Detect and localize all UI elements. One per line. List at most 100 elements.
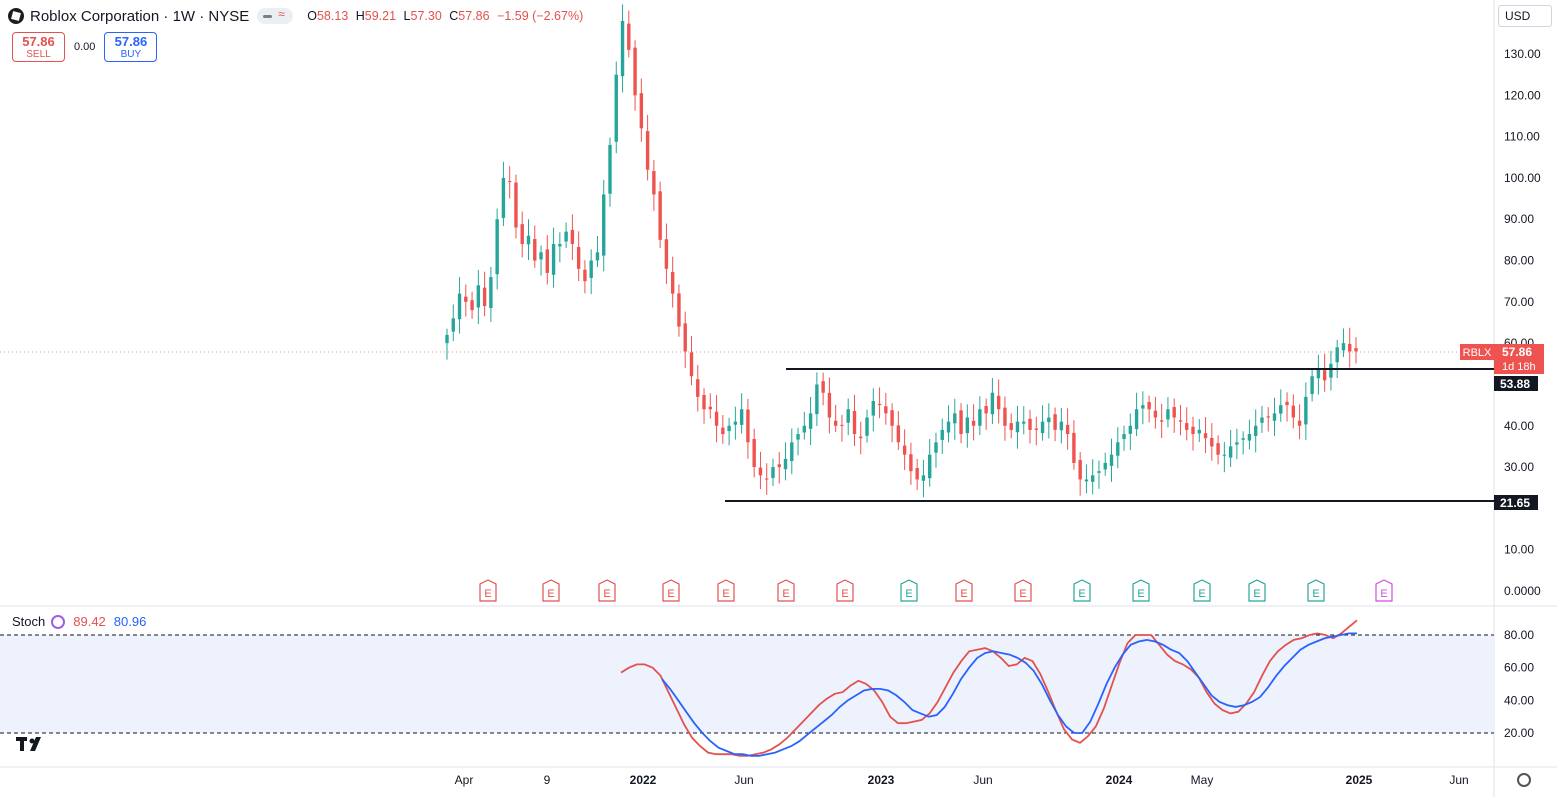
candle-body [902, 445, 907, 455]
spread-value: 0.00 [74, 41, 96, 53]
candle-body [1147, 401, 1151, 410]
candle-body [959, 410, 963, 435]
candle-body [677, 293, 681, 327]
earnings-marker-shape [836, 579, 854, 602]
earnings-marker[interactable]: E [836, 579, 854, 602]
earnings-marker-shape [662, 579, 680, 602]
earnings-marker[interactable]: E [479, 579, 497, 602]
earnings-marker[interactable]: E [1073, 579, 1091, 602]
time-axis-label: May [1191, 773, 1214, 787]
candle-body [664, 239, 669, 269]
earnings-marker[interactable]: E [1375, 579, 1393, 602]
minus-icon [263, 15, 273, 18]
sell-button[interactable]: 57.86 SELL [12, 32, 65, 62]
candle-body [1253, 425, 1258, 436]
candle-body [928, 454, 932, 479]
candle-body [990, 392, 995, 415]
candle-body [1247, 434, 1252, 441]
earnings-marker-letter: E [782, 588, 789, 600]
candle-body [1285, 401, 1289, 406]
roblox-logo-icon [8, 8, 24, 24]
time-axis-label: Jun [973, 773, 992, 787]
candle-body [1322, 370, 1327, 381]
candle-body [539, 252, 543, 260]
candle-body [752, 438, 756, 468]
price-tag-price: 57.86 [1502, 345, 1532, 359]
candle-body [859, 436, 863, 439]
stoch-axis: 80.00 60.00 40.00 20.00 [1504, 628, 1534, 740]
candle-body [1059, 421, 1064, 431]
candle-body [627, 23, 631, 50]
price-axis-label: 80.00 [1504, 254, 1534, 268]
candle-body [1009, 423, 1013, 430]
market-status-pill[interactable]: ≈ [257, 7, 294, 24]
earnings-marker[interactable]: E [777, 579, 795, 602]
refresh-icon[interactable] [51, 614, 66, 629]
earnings-marker[interactable]: E [955, 579, 973, 602]
earnings-marker[interactable]: E [1248, 579, 1266, 602]
earnings-marker[interactable]: E [900, 579, 918, 602]
support-tag-text: 21.65 [1500, 496, 1530, 510]
candle-body [1279, 405, 1283, 414]
candle-body [1304, 396, 1308, 425]
candle-body [470, 300, 474, 311]
candle-body [1091, 475, 1095, 482]
candle-body [714, 411, 719, 426]
candle-body [1015, 421, 1020, 433]
time-axis: Apr 9 2022 Jun 2023 Jun 2024 May 2025 Jun [455, 773, 1469, 787]
candle-body [802, 425, 807, 433]
candle-body [507, 181, 512, 183]
earnings-marker-shape [1248, 579, 1266, 602]
earnings-marker[interactable]: E [598, 579, 616, 602]
candle-body [1116, 442, 1120, 456]
stoch-title[interactable]: Stoch [12, 614, 46, 629]
ohlc-readout: O58.13 H59.21 L57.30 C57.86 −1.59 (−2.67… [307, 9, 584, 23]
candle-body [1297, 420, 1302, 426]
candle-body [1053, 414, 1057, 430]
stoch-axis-label: 40.00 [1504, 693, 1534, 707]
candle-body [1185, 423, 1189, 430]
candle-body [639, 93, 644, 129]
tradingview-logo-icon[interactable] [16, 737, 46, 753]
candle-body [451, 318, 455, 332]
candle-body [558, 244, 562, 247]
currency-select[interactable]: USD [1498, 5, 1552, 27]
candle-body [526, 235, 531, 245]
earnings-marker-shape [1014, 579, 1032, 602]
candle-body [1191, 426, 1195, 435]
earnings-marker[interactable]: E [662, 579, 680, 602]
candle-body [1310, 376, 1314, 395]
candle-body [1354, 348, 1358, 352]
candle-body [790, 442, 794, 462]
earnings-marker[interactable]: E [1132, 579, 1150, 602]
candle-body [808, 413, 813, 429]
time-axis-label: 2025 [1346, 773, 1373, 787]
symbol-title[interactable]: Roblox Corporation · 1W · NYSE [30, 7, 250, 25]
candle-body [1341, 343, 1346, 351]
time-axis-label: Jun [734, 773, 753, 787]
earnings-marker-letter: E [1019, 588, 1026, 600]
time-axis-label: Apr [455, 773, 474, 787]
candle-body [1166, 409, 1170, 420]
earnings-marker[interactable]: E [717, 579, 735, 602]
earnings-marker[interactable]: E [1014, 579, 1032, 602]
candle-body [890, 410, 894, 426]
candle-body [1159, 420, 1164, 422]
earnings-marker[interactable]: E [1193, 579, 1211, 602]
candle-body [533, 238, 537, 261]
earnings-marker[interactable]: E [542, 579, 560, 602]
candle-body [1210, 437, 1214, 447]
settings-gear-icon[interactable] [1517, 773, 1531, 787]
buy-button[interactable]: 57.86 BUY [104, 32, 158, 62]
earnings-marker[interactable]: E [1307, 579, 1325, 602]
candle-body [1034, 428, 1038, 430]
candle-body [1097, 471, 1101, 473]
candle-body [771, 467, 775, 479]
candle-body [633, 47, 637, 96]
candle-body [658, 191, 662, 240]
candle-body [1266, 416, 1270, 418]
candle-body [514, 182, 518, 228]
candle-body [602, 194, 606, 256]
ticker-tag-text: RBLX [1463, 347, 1492, 359]
